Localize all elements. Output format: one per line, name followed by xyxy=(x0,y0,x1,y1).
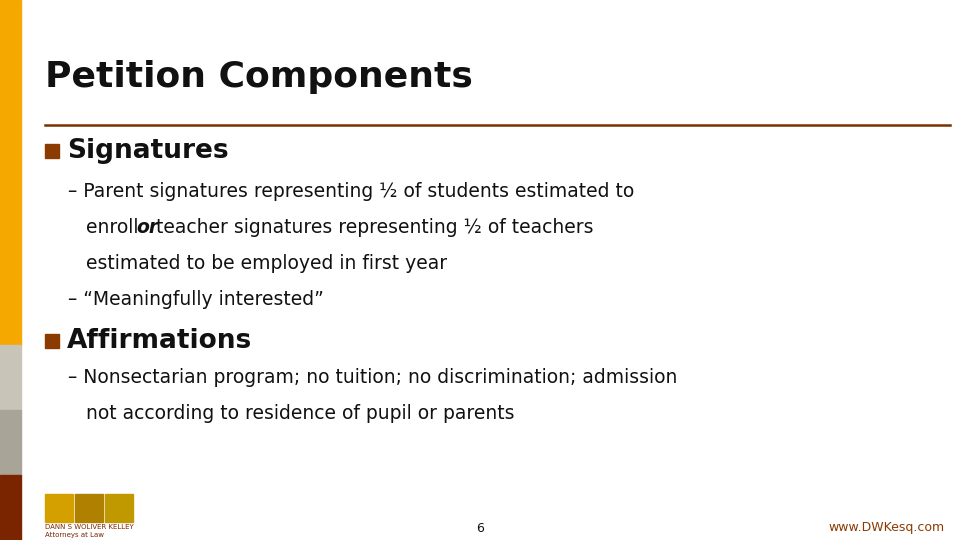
Text: or: or xyxy=(136,218,158,237)
Text: teacher signatures representing ½ of teachers: teacher signatures representing ½ of tea… xyxy=(150,218,593,237)
Text: – Nonsectarian program; no tuition; no discrimination; admission: – Nonsectarian program; no tuition; no d… xyxy=(68,368,678,387)
Bar xyxy=(0,410,21,475)
Bar xyxy=(45,494,73,522)
Text: K: K xyxy=(113,501,125,515)
Text: W: W xyxy=(82,501,97,515)
Bar xyxy=(0,345,21,410)
Text: 6: 6 xyxy=(476,522,484,535)
Bar xyxy=(105,494,133,522)
Bar xyxy=(45,334,59,348)
Text: enroll: enroll xyxy=(68,218,145,237)
Bar xyxy=(45,144,59,158)
Bar xyxy=(0,475,21,540)
Text: estimated to be employed in first year: estimated to be employed in first year xyxy=(68,254,447,273)
Text: © 2013 Dann S Woliver Kelley: © 2013 Dann S Woliver Kelley xyxy=(4,222,10,318)
Text: DANN S WOLIVER KELLEY: DANN S WOLIVER KELLEY xyxy=(45,524,133,530)
Text: Affirmations: Affirmations xyxy=(67,328,252,354)
Text: www.DWKesq.com: www.DWKesq.com xyxy=(828,522,945,535)
Text: Attorneys at Law: Attorneys at Law xyxy=(45,532,104,538)
Bar xyxy=(0,0,21,345)
Text: Petition Components: Petition Components xyxy=(45,60,473,94)
Text: – “Meaningfully interested”: – “Meaningfully interested” xyxy=(68,290,324,309)
Text: – Parent signatures representing ½ of students estimated to: – Parent signatures representing ½ of st… xyxy=(68,182,635,201)
Text: Signatures: Signatures xyxy=(67,138,228,164)
Bar xyxy=(75,494,103,522)
Text: not according to residence of pupil or parents: not according to residence of pupil or p… xyxy=(68,404,515,423)
Text: D: D xyxy=(53,501,64,515)
